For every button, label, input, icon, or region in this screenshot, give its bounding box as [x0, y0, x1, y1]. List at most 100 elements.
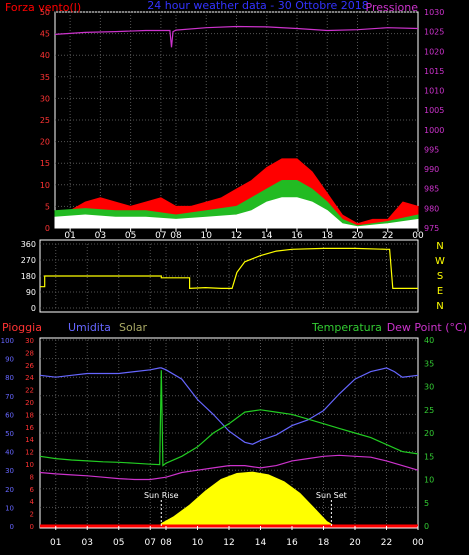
p3-hum-ytick-2: 20	[5, 486, 14, 494]
p1-left-ytick-0: 0	[45, 224, 50, 233]
p2-left-ytick-3: 270	[21, 256, 36, 265]
p3-temp-ytick-6: 30	[424, 383, 434, 392]
p3-hum-ytick-10: 100	[1, 337, 14, 345]
p3-hum-ytick-9: 90	[5, 356, 14, 364]
p1-right-ytick-3: 990	[424, 165, 439, 174]
p1-xtick-label-4: 08	[170, 231, 182, 241]
p1-left-ytick-2: 10	[40, 181, 50, 190]
p3-xtick-label-12: 00	[412, 538, 424, 548]
p3-hum-ytick-6: 60	[5, 411, 14, 419]
p3-rain-ytick-6: 12	[25, 449, 34, 457]
p1-right-ytick-9: 1020	[424, 47, 444, 56]
panel1-y-axis-right: 975 980 985 990 995 1000 1005 1010 1015 1020 1025 1…	[424, 8, 444, 233]
p3-xtick-label-9: 18	[318, 538, 330, 548]
p1-left-ytick-10: 50	[40, 8, 50, 17]
p1-left-ytick-5: 25	[40, 116, 50, 125]
panel2-series	[40, 247, 418, 290]
p1-left-ytick-9: 45	[40, 30, 50, 39]
p1-xtick-label-2: 05	[125, 231, 136, 241]
p1-right-ytick-2: 985	[424, 185, 439, 194]
p1-xtick-label-5: 10	[201, 231, 213, 241]
p2-compass-label-2: S	[437, 271, 443, 282]
p2-compass-label-0: N	[436, 241, 443, 252]
series-umidita	[39, 367, 419, 445]
p1-right-ytick-5: 1000	[424, 126, 444, 135]
p3-hum-ytick-4: 40	[5, 449, 14, 457]
p1-xtick-label-3: 07	[155, 231, 166, 241]
panel1-series	[54, 25, 419, 229]
p3-xtick-label-5: 10	[192, 538, 204, 548]
p1-left-ytick-1: 5	[45, 202, 50, 211]
p3-xtick-label-6: 12	[223, 538, 234, 548]
label-solar: Solar	[119, 321, 148, 334]
p1-right-ytick-11: 1030	[424, 8, 444, 17]
p3-hum-ytick-3: 30	[5, 467, 14, 475]
series-solar	[160, 471, 334, 527]
p2-compass-label-4: N	[436, 301, 443, 312]
p3-rain-ytick-8: 16	[25, 424, 34, 432]
series-dewpoint	[39, 454, 419, 481]
series-temperatura	[39, 370, 419, 467]
p3-xtick-label-1: 03	[82, 538, 93, 548]
series-direction	[40, 247, 418, 290]
panel1-title: 24 hour weather data - 30 Ottobre 2018	[147, 0, 369, 12]
p2-left-ytick-4: 360	[21, 240, 36, 249]
panel3-x-axis: 01 03 05 07 08 10 12 14 16 18 20 22 00	[50, 526, 424, 548]
p3-xtick-label-3: 07	[145, 538, 156, 548]
p3-rain-ytick-3: 6	[30, 486, 35, 494]
annotation-label-0: Sun Rise	[144, 491, 179, 500]
p1-left-ytick-6: 30	[40, 94, 50, 103]
p3-rain-ytick-12: 24	[25, 374, 34, 382]
series-wind	[54, 197, 419, 229]
p3-xtick-label-4: 08	[160, 538, 172, 548]
panel2-y-axis-left: 0 90 180 270 360	[21, 240, 36, 313]
panel1-right-label: Pressione	[366, 1, 419, 14]
p3-temp-ytick-2: 10	[424, 476, 434, 485]
p3-temp-ytick-8: 40	[424, 336, 434, 345]
p3-temp-ytick-1: 5	[424, 499, 429, 508]
p1-xtick-label-11: 22	[382, 231, 393, 241]
p1-right-ytick-4: 995	[424, 145, 439, 154]
p3-rain-ytick-5: 10	[25, 461, 34, 469]
panel1-left-label: Forza vento(l)	[5, 1, 81, 14]
label-umidita: Umidita	[68, 321, 111, 334]
p1-xtick-label-6: 12	[231, 231, 242, 241]
p1-xtick-label-12: 00	[412, 231, 424, 241]
p1-xtick-label-9: 18	[322, 231, 334, 241]
p3-rain-ytick-11: 22	[25, 387, 34, 395]
p3-xtick-label-8: 16	[286, 538, 298, 548]
p1-xtick-label-8: 16	[291, 231, 303, 241]
p3-rain-ytick-1: 2	[30, 511, 34, 519]
p3-temp-ytick-4: 20	[424, 429, 434, 438]
panel3-y-axis-temperature: 0 5 10 15 20 25 30 35 40	[424, 336, 434, 531]
p3-rain-ytick-9: 18	[25, 411, 34, 419]
p3-xtick-label-2: 05	[113, 538, 124, 548]
panel1-x-axis: 01 03 05 07 08 10 12 14 16 18 20 22 00	[64, 228, 424, 241]
p2-compass-label-3: E	[437, 286, 443, 297]
p3-temp-ytick-3: 15	[424, 452, 434, 461]
p1-right-ytick-0: 975	[424, 224, 439, 233]
p3-rain-ytick-2: 4	[30, 498, 35, 506]
label-pioggia: Pioggia	[2, 321, 42, 334]
p3-rain-ytick-4: 8	[30, 473, 34, 481]
p1-xtick-label-10: 20	[352, 231, 364, 241]
p3-hum-ytick-8: 80	[5, 374, 14, 382]
p3-temp-ytick-7: 35	[424, 359, 434, 368]
p3-rain-ytick-10: 20	[25, 399, 34, 407]
p1-left-ytick-4: 20	[40, 138, 50, 147]
p3-xtick-label-0: 01	[50, 538, 61, 548]
p3-rain-ytick-15: 30	[25, 337, 34, 345]
p2-left-ytick-1: 90	[26, 288, 36, 297]
p1-right-ytick-10: 1025	[424, 28, 444, 37]
p1-left-ytick-8: 40	[40, 51, 50, 60]
p3-rain-ytick-13: 26	[25, 362, 34, 370]
p3-xtick-label-10: 20	[349, 538, 361, 548]
p1-xtick-label-0: 01	[64, 231, 75, 241]
p1-right-ytick-1: 980	[424, 204, 439, 213]
p1-right-ytick-7: 1010	[424, 87, 444, 96]
series-pressure	[54, 25, 419, 48]
p3-temp-ytick-5: 25	[424, 406, 434, 415]
panel1-y-axis-left: 0 5 10 15 20 25 30 35 40 45 50	[40, 8, 50, 233]
